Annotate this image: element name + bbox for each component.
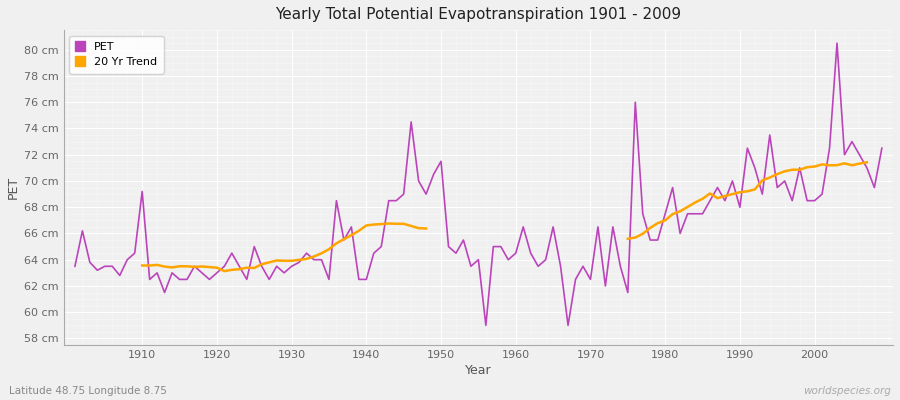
Text: worldspecies.org: worldspecies.org xyxy=(803,386,891,396)
Y-axis label: PET: PET xyxy=(7,176,20,199)
X-axis label: Year: Year xyxy=(465,364,491,377)
Title: Yearly Total Potential Evapotranspiration 1901 - 2009: Yearly Total Potential Evapotranspiratio… xyxy=(275,7,681,22)
Legend: PET, 20 Yr Trend: PET, 20 Yr Trend xyxy=(69,36,164,74)
Text: Latitude 48.75 Longitude 8.75: Latitude 48.75 Longitude 8.75 xyxy=(9,386,166,396)
